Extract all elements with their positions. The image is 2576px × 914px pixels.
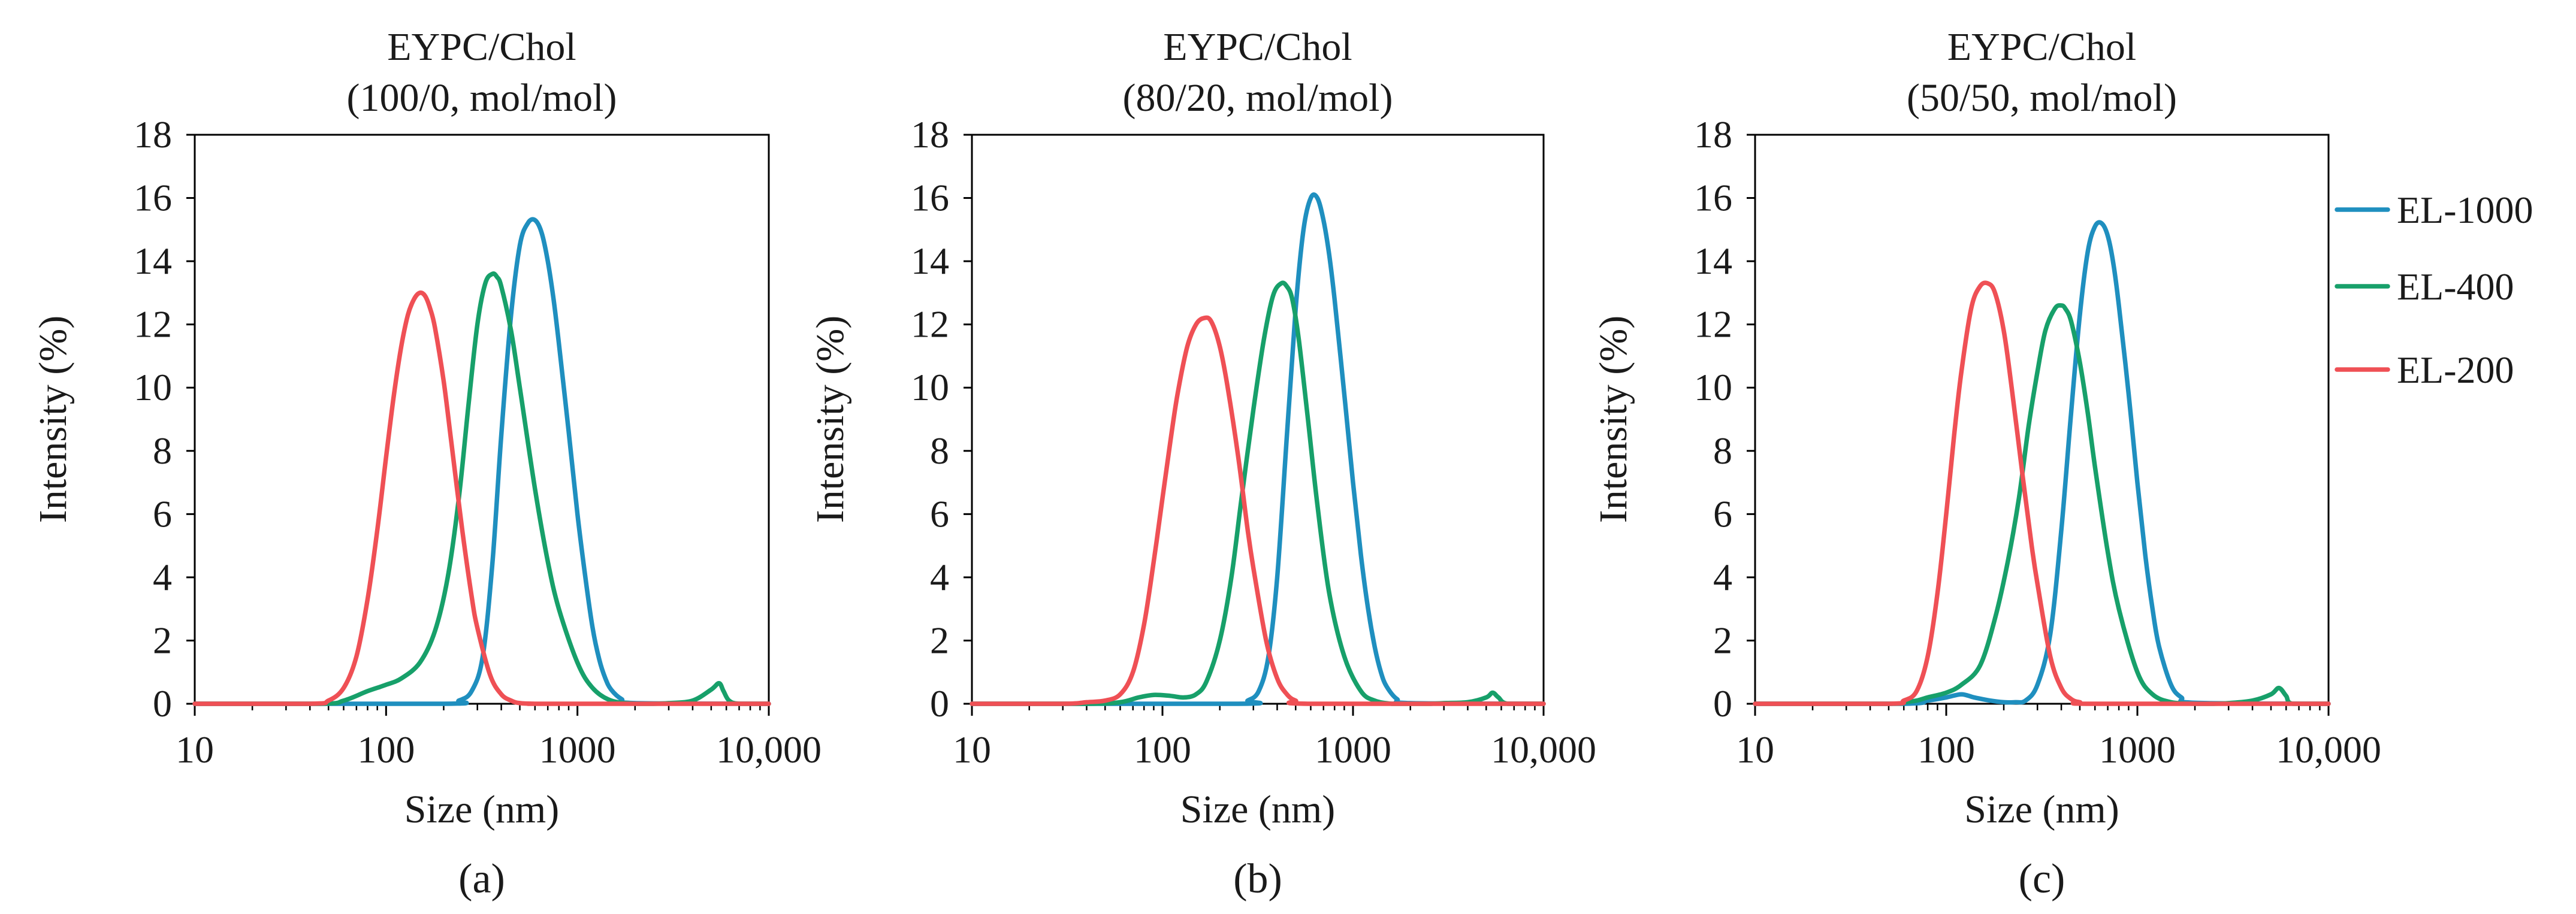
panel-b-ytick-label-10: 10	[911, 366, 949, 408]
legend-label-el-200: EL-200	[2397, 349, 2514, 391]
legend-label-el-400: EL-400	[2397, 265, 2514, 308]
panel-b-xtick-label-10: 10	[953, 728, 991, 771]
panel-b-ytick-label-18: 18	[911, 113, 949, 156]
panel-a-ytick-label-18: 18	[134, 113, 172, 156]
panel-c-ytick-label-14: 14	[1694, 240, 1732, 282]
panel-c-title-line2: (50/50, mol/mol)	[1907, 76, 2177, 120]
panel-b-series-el-1000	[970, 192, 1546, 706]
panel-b-ytick-label-4: 4	[930, 556, 949, 598]
panel-a-ytick-label-10: 10	[134, 366, 172, 408]
panel-a-series-el-1000	[192, 217, 771, 706]
panel-c-xtick-label-10000: 10,000	[2276, 728, 2381, 771]
panel-a-title-line1: EYPC/Chol	[387, 25, 576, 69]
panel-b-ytick-label-0: 0	[930, 682, 949, 725]
panel-b-series-el-200	[970, 315, 1546, 706]
panel-c-y-axis-title: Intensity (%)	[1591, 316, 1635, 523]
panel-c: 0 2 4 6 8 10 12 14 16 18 10 100 1000 10,000 EYPC/Chol (…	[1591, 25, 2381, 902]
panel-b-ytick-label-14: 14	[911, 240, 949, 282]
panel-a-series-el-200	[192, 290, 771, 706]
panel-a-xtick-label-10000: 10,000	[716, 728, 822, 771]
panel-c-plot-frame	[1754, 134, 2330, 705]
panel-c-title-line1: EYPC/Chol	[1947, 25, 2136, 69]
panel-a-xtick-label-100: 100	[357, 728, 415, 771]
panel-b-plot-frame	[971, 134, 1545, 705]
panel-b-series-el-400	[970, 280, 1546, 706]
panel-a-ytick-label-4: 4	[153, 556, 172, 598]
panel-b-label: (b)	[1233, 856, 1282, 902]
panel-c-ytick-label-18: 18	[1694, 113, 1732, 156]
panel-a-xtick-label-1000: 1000	[539, 728, 616, 771]
panel-a-ytick-label-12: 12	[134, 303, 172, 346]
panel-c-ytick-label-16: 16	[1694, 177, 1732, 219]
panel-c-ytick-label-4: 4	[1713, 556, 1732, 598]
panel-a-plot-frame	[194, 134, 770, 705]
panel-b-ytick-label-12: 12	[911, 303, 949, 346]
panel-a-title-line2: (100/0, mol/mol)	[347, 76, 617, 120]
panel-c-ytick-label-6: 6	[1713, 492, 1732, 535]
panel-b-xtick-label-100: 100	[1134, 728, 1191, 771]
legend: EL-1000 EL-400 EL-200	[2335, 189, 2533, 391]
panel-c-ytick-label-2: 2	[1713, 619, 1732, 661]
panel-c-series-el-200	[1753, 280, 2331, 706]
legend-label-el-1000: EL-1000	[2397, 189, 2533, 231]
panel-b-ytick-label-6: 6	[930, 492, 949, 535]
panel-c-ytick-label-12: 12	[1694, 303, 1732, 346]
panel-a-x-axis-title: Size (nm)	[404, 788, 559, 831]
panel-b-title-line2: (80/20, mol/mol)	[1123, 76, 1393, 120]
panel-a: 0 2 4 6 8 10 12 14 16 18 10 100 1000 10,000 EYPC/Chol (…	[31, 25, 822, 902]
panel-c-xtick-label-10: 10	[1736, 728, 1774, 771]
panel-b-title-line1: EYPC/Chol	[1163, 25, 1352, 69]
panel-a-y-axis-title: Intensity (%)	[31, 316, 75, 523]
panel-c-ytick-label-0: 0	[1713, 682, 1732, 725]
panel-a-label: (a)	[458, 856, 505, 902]
panel-c-ytick-label-10: 10	[1694, 366, 1732, 408]
panel-a-xtick-label-10: 10	[176, 728, 214, 771]
panel-c-xtick-label-1000: 1000	[2099, 728, 2176, 771]
panel-a-ytick-label-14: 14	[134, 240, 172, 282]
panel-c-series-el-400	[1753, 303, 2331, 706]
panel-b-ytick-label-2: 2	[930, 619, 949, 661]
panel-b-xtick-label-10000: 10,000	[1491, 728, 1596, 771]
panel-a-ytick-label-2: 2	[153, 619, 172, 661]
panel-a-ytick-label-16: 16	[134, 177, 172, 219]
panel-a-ytick-label-0: 0	[153, 682, 172, 725]
panel-b-x-axis-title: Size (nm)	[1180, 788, 1335, 831]
panel-a-ytick-label-6: 6	[153, 492, 172, 535]
panel-a-ytick-label-8: 8	[153, 429, 172, 472]
panel-b-xtick-label-1000: 1000	[1315, 728, 1391, 771]
panel-c-ytick-label-8: 8	[1713, 429, 1732, 472]
panel-b: 0 2 4 6 8 10 12 14 16 18 10 100 1000 10,000 EYPC/Chol (…	[808, 25, 1596, 902]
panel-c-series-el-1000	[1753, 220, 2331, 706]
panel-b-ytick-label-16: 16	[911, 177, 949, 219]
panel-c-label: (c)	[2019, 856, 2065, 902]
panel-c-x-axis-title: Size (nm)	[1964, 788, 2119, 831]
panel-c-xtick-label-100: 100	[1917, 728, 1975, 771]
panel-b-ytick-label-8: 8	[930, 429, 949, 472]
panel-a-series-el-400	[192, 271, 771, 706]
panel-b-y-axis-title: Intensity (%)	[808, 316, 852, 523]
